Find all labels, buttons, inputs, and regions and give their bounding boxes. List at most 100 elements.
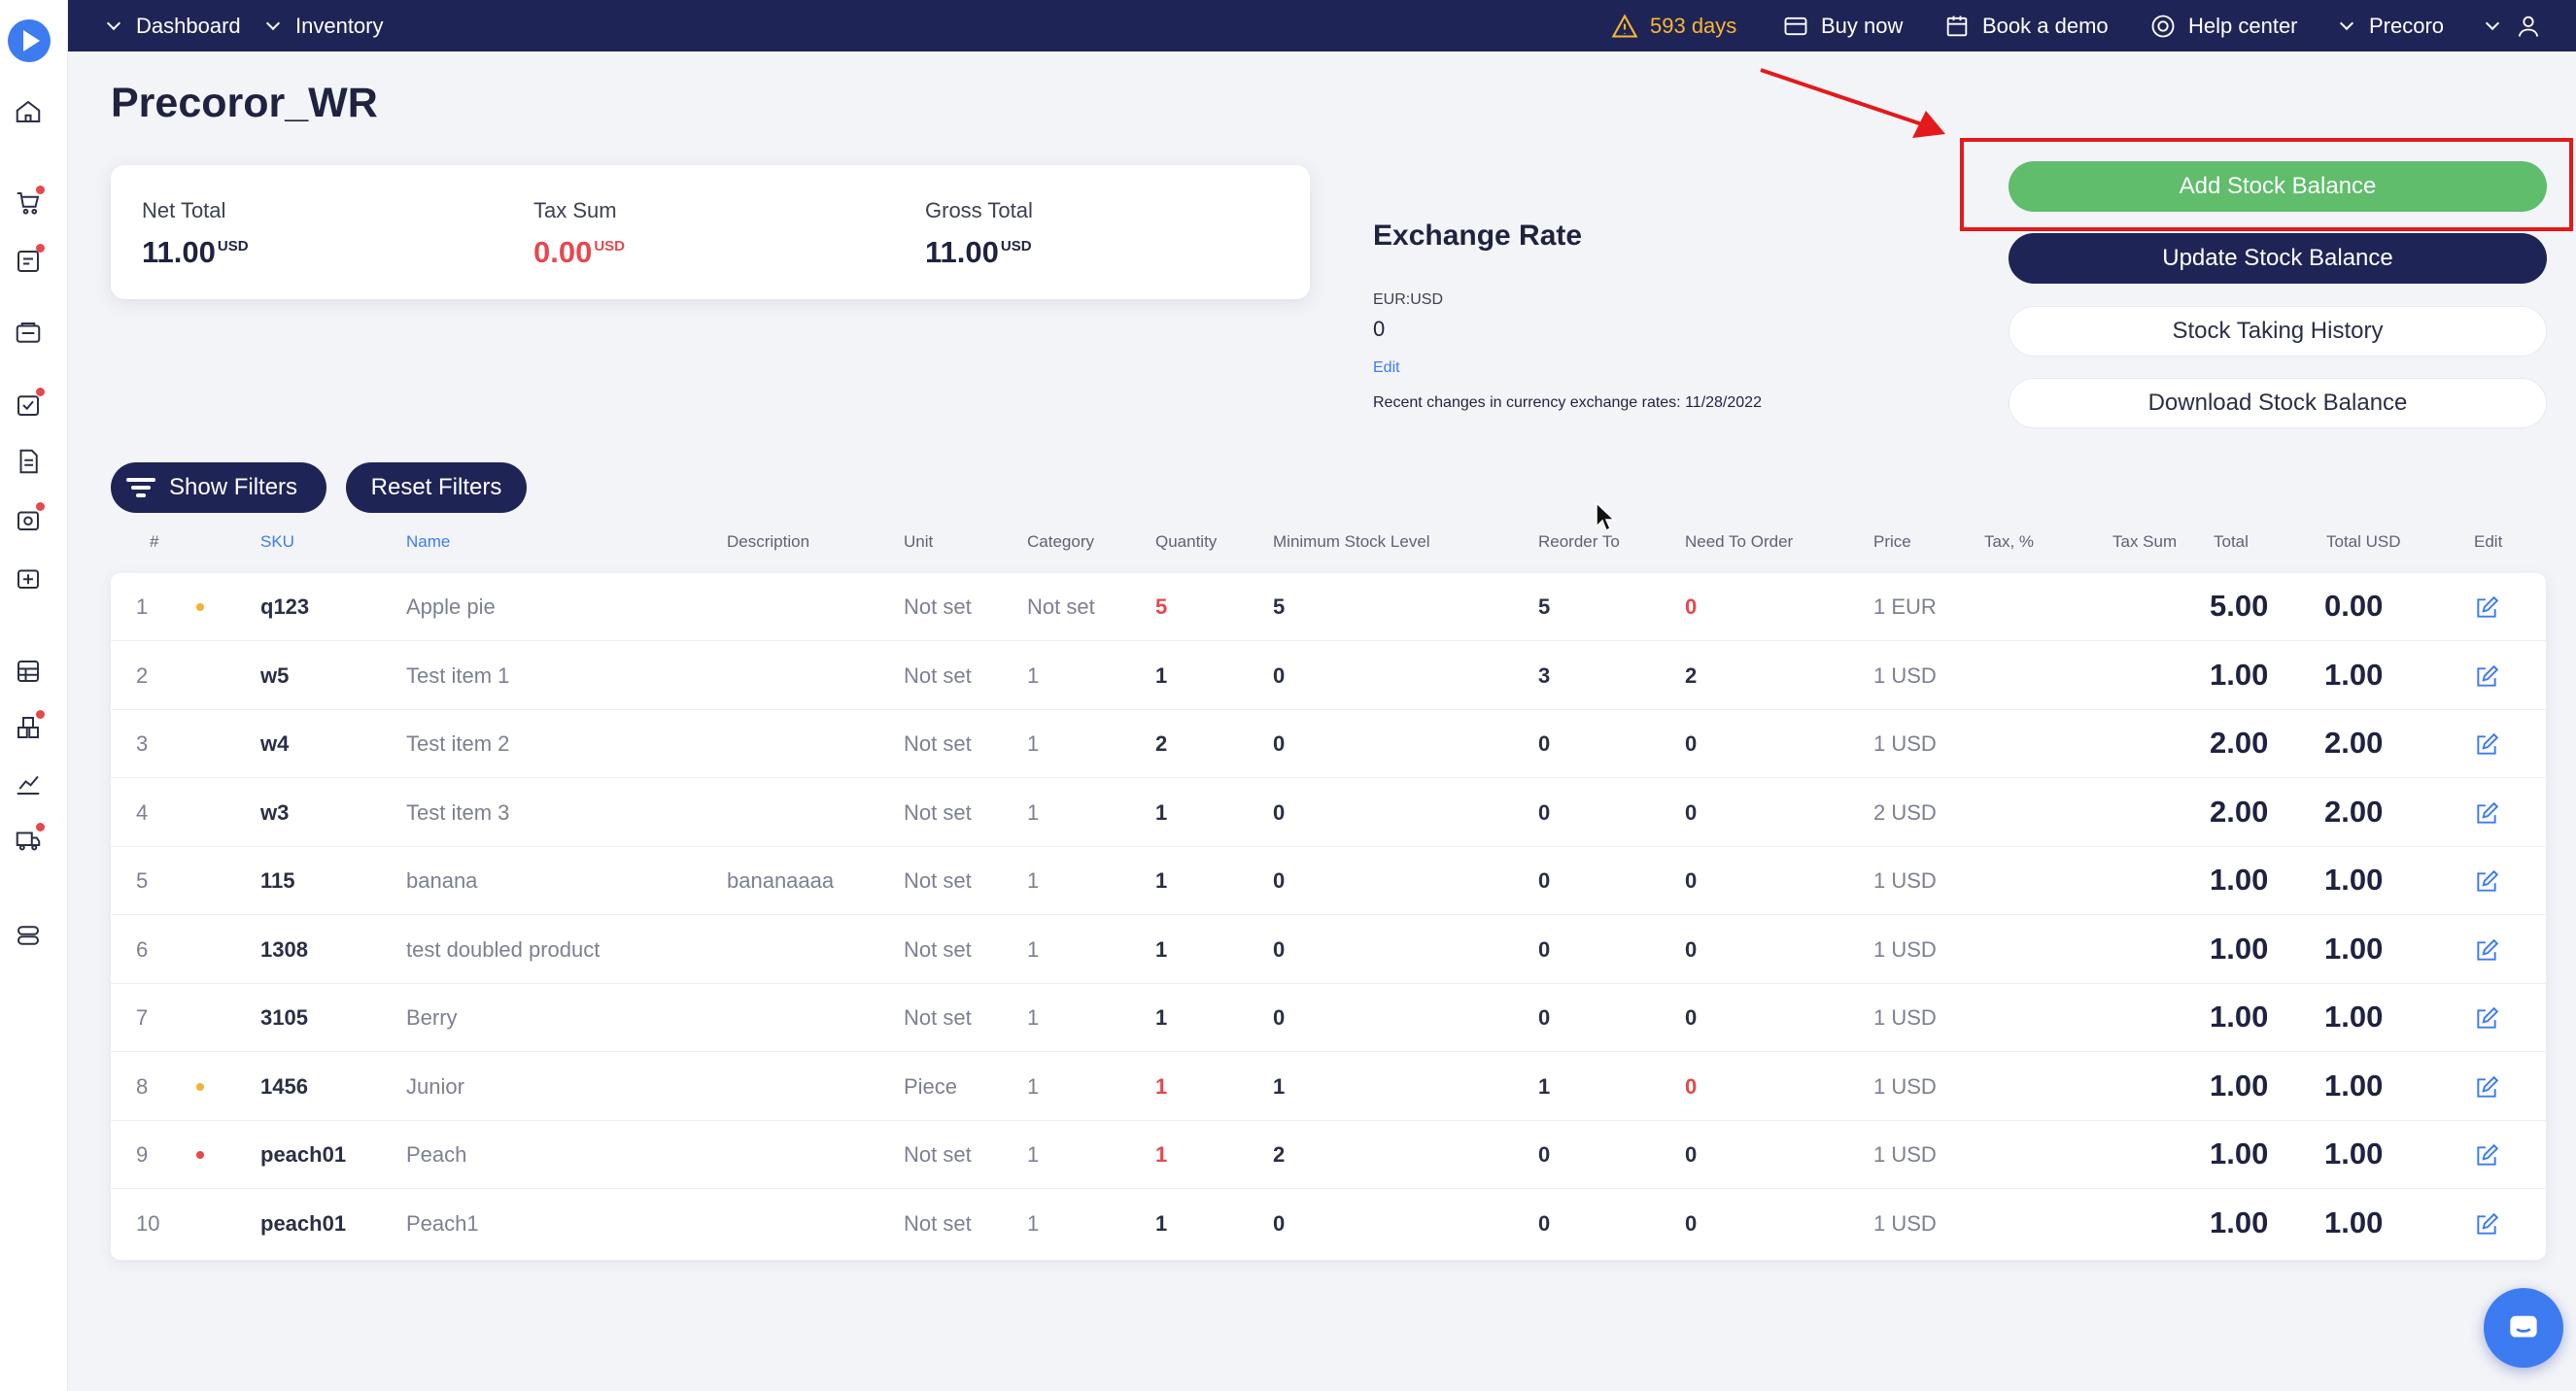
stock-taking-history-button[interactable]: Stock Taking History (2009, 306, 2547, 356)
suppliers-icon[interactable] (14, 823, 45, 855)
edit-icon[interactable] (2474, 869, 2499, 895)
col-total[interactable]: Total (2214, 532, 2249, 551)
company-switcher[interactable]: Precoro (2339, 0, 2444, 51)
cell-cat: 1 (1027, 1142, 1040, 1167)
settings-stack-icon[interactable] (14, 921, 43, 950)
stock-table: 1 q123 Apple pie Not set Not set 5 5 5 0 1 EUR 5.0… (111, 573, 2546, 1260)
cell-unit: Not set (904, 868, 972, 893)
table-row[interactable]: 3 w4 Test item 2 Not set 1 2 0 0 0 1 USD 2.00 2.00 (111, 710, 2546, 778)
cell-min: 0 (1273, 799, 1286, 825)
cell-need: 2 (1685, 662, 1698, 688)
cart-icon[interactable] (14, 186, 45, 218)
breadcrumb-inventory[interactable]: Inventory (265, 0, 384, 51)
table-row[interactable]: 7 3105 Berry Not set 1 1 0 0 0 1 USD 1.00 1.00 (111, 984, 2546, 1052)
col-need-to-order[interactable]: Need To Order (1685, 532, 1794, 551)
edit-icon[interactable] (2474, 1006, 2499, 1032)
cell-unit: Not set (904, 662, 972, 688)
cell-need: 0 (1685, 1073, 1698, 1099)
calendar-icon (1946, 16, 1968, 36)
col-tax-percent[interactable]: Tax, % (1984, 532, 2035, 551)
edit-icon[interactable] (2474, 1143, 2499, 1169)
col-number[interactable]: # (150, 532, 159, 551)
edit-icon[interactable] (2474, 1212, 2499, 1238)
edit-icon[interactable] (2474, 938, 2499, 964)
analytics-icon[interactable] (14, 769, 43, 798)
orders-icon[interactable] (14, 244, 45, 276)
home-icon[interactable] (14, 97, 43, 126)
filter-icon (126, 476, 155, 499)
edit-exchange-rate-link[interactable]: Edit (1373, 359, 1400, 376)
cell-min: 0 (1273, 936, 1286, 962)
invoices-icon[interactable] (14, 447, 43, 476)
cell-total: 1.00 (2210, 931, 2269, 966)
book-demo-link[interactable]: Book a demo (1943, 0, 2109, 51)
warehouse-icon[interactable] (14, 710, 45, 742)
cell-qty: 1 (1155, 1210, 1168, 1236)
subscription-warning[interactable]: 593 days (1611, 0, 1736, 51)
buy-now-link[interactable]: Buy now (1782, 0, 1903, 51)
col-minimum-stock-level[interactable]: Minimum Stock Level (1273, 532, 1430, 551)
cell-unit: Not set (904, 594, 972, 619)
col-total-usd[interactable]: Total USD (2326, 532, 2401, 551)
add-stock-balance-button[interactable]: Add Stock Balance (2009, 161, 2547, 212)
edit-icon[interactable] (2474, 664, 2499, 690)
receipts-icon[interactable] (14, 319, 43, 348)
breadcrumb-dashboard[interactable]: Dashboard (106, 0, 241, 51)
download-stock-balance-button[interactable]: Download Stock Balance (2009, 378, 2547, 428)
user-menu[interactable] (2485, 0, 2554, 51)
col-price[interactable]: Price (1873, 532, 1911, 551)
chat-support-button[interactable] (2484, 1288, 2563, 1368)
cell-total-usd: 2.00 (2324, 794, 2384, 829)
col-unit[interactable]: Unit (904, 532, 934, 551)
table-row[interactable]: 5 115 banana bananaaaa Not set 1 1 0 0 0 1 USD 1.00… (111, 847, 2546, 915)
help-center-link[interactable]: Help center (2149, 0, 2298, 51)
cell-unit: Not set (904, 1210, 972, 1236)
table-row[interactable]: 2 w5 Test item 1 Not set 1 1 0 3 2 1 USD 1.00 1.00 (111, 642, 2546, 710)
table-row[interactable]: 10 peach01 Peach1 Not set 1 1 0 0 0 1 USD 1.00 1.00 (111, 1190, 2546, 1258)
cell-price: 1 USD (1873, 1210, 1937, 1236)
cell-need: 0 (1685, 868, 1698, 893)
update-stock-balance-button[interactable]: Update Stock Balance (2009, 233, 2547, 284)
cell-qty: 1 (1155, 1073, 1168, 1099)
cell-need: 0 (1685, 1142, 1698, 1167)
col-sku[interactable]: SKU (260, 532, 294, 551)
cell-cat: 1 (1027, 936, 1040, 962)
cell-min: 0 (1273, 731, 1286, 756)
inventory-icon[interactable] (14, 657, 43, 686)
col-tax-sum[interactable]: Tax Sum (2112, 532, 2178, 551)
col-description[interactable]: Description (727, 532, 810, 551)
cell-desc: bananaaaa (727, 868, 835, 893)
table-row[interactable]: 1 q123 Apple pie Not set Not set 5 5 5 0 1 EUR 5.0… (111, 573, 2546, 641)
cell-name: Peach (406, 1142, 467, 1167)
table-row[interactable]: 8 1456 Junior Piece 1 1 1 1 0 1 USD 1.00 1.00 (111, 1053, 2546, 1121)
col-name[interactable]: Name (406, 532, 451, 551)
annotation-highlight-box (1960, 138, 2573, 231)
cell-total-usd: 0.00 (2324, 589, 2384, 623)
col-reorder-to[interactable]: Reorder To (1538, 532, 1620, 551)
cell-total-usd: 1.00 (2324, 863, 2384, 897)
edit-icon[interactable] (2474, 801, 2499, 827)
cell-total: 1.00 (2210, 1000, 2269, 1034)
payments-icon[interactable] (14, 502, 45, 534)
table-row[interactable]: 9 peach01 Peach Not set 1 1 2 0 0 1 USD 1.00 1.00 (111, 1121, 2546, 1189)
col-quantity[interactable]: Quantity (1155, 532, 1218, 551)
edit-icon[interactable] (2474, 732, 2499, 758)
cell-n: 7 (136, 1005, 149, 1030)
edit-icon[interactable] (2474, 1075, 2499, 1101)
approvals-icon[interactable] (14, 388, 45, 420)
table-row[interactable]: 6 1308 test doubled product Not set 1 1 0 0 0 1 U… (111, 916, 2546, 984)
chat-icon (2510, 1315, 2537, 1338)
cell-n: 8 (136, 1073, 149, 1099)
table-row[interactable]: 4 w3 Test item 3 Not set 1 1 0 0 0 2 USD 2.00 2.00 (111, 779, 2546, 847)
cell-cat: 1 (1027, 1005, 1040, 1030)
cell-cat: 1 (1027, 868, 1040, 893)
cell-reorder: 0 (1538, 1142, 1551, 1167)
col-category[interactable]: Category (1027, 532, 1094, 551)
cell-name: test doubled product (406, 936, 601, 962)
precoro-logo[interactable] (8, 19, 51, 62)
budgets-icon[interactable] (14, 563, 43, 593)
reset-filters-button[interactable]: Reset Filters (346, 462, 527, 513)
cell-reorder: 0 (1538, 868, 1551, 893)
show-filters-button[interactable]: Show Filters (111, 462, 326, 513)
edit-icon[interactable] (2474, 595, 2499, 621)
